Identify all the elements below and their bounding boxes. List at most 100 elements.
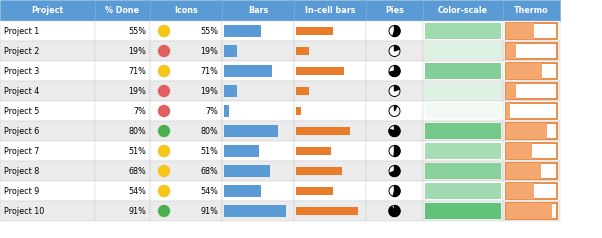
Bar	[506, 103, 509, 119]
Bar	[423, 201, 503, 221]
Text: 7%: 7%	[133, 106, 146, 115]
Bar	[506, 43, 516, 59]
Text: 54%: 54%	[200, 187, 218, 195]
Bar	[506, 144, 557, 159]
Bar	[224, 165, 270, 177]
Text: 19%: 19%	[128, 86, 146, 95]
Bar	[425, 203, 501, 218]
Bar	[95, 0, 150, 21]
Bar	[425, 103, 501, 119]
Bar	[366, 141, 423, 161]
Bar	[150, 161, 222, 181]
Text: Project 7: Project 7	[4, 147, 39, 155]
Bar	[423, 101, 503, 121]
Bar	[506, 63, 557, 79]
Bar	[425, 144, 501, 159]
Bar	[366, 121, 423, 141]
Bar	[503, 61, 560, 81]
Bar	[150, 81, 222, 101]
Bar	[95, 61, 150, 81]
Circle shape	[158, 185, 170, 197]
Bar	[150, 61, 222, 81]
Bar	[503, 161, 560, 181]
Bar	[95, 141, 150, 161]
Text: Project 3: Project 3	[4, 66, 39, 75]
Bar	[150, 141, 222, 161]
Bar	[506, 83, 557, 99]
Text: Bars: Bars	[248, 6, 268, 15]
Bar	[503, 141, 560, 161]
Text: 80%: 80%	[200, 127, 218, 135]
Text: 68%: 68%	[128, 167, 146, 175]
Text: Thermo: Thermo	[514, 6, 549, 15]
Bar	[296, 207, 358, 215]
Text: Project 5: Project 5	[4, 106, 39, 115]
Bar	[222, 121, 294, 141]
Text: Icons: Icons	[174, 6, 198, 15]
Wedge shape	[394, 45, 400, 51]
Bar	[95, 81, 150, 101]
Text: 71%: 71%	[128, 66, 146, 75]
Text: 54%: 54%	[128, 187, 146, 195]
Bar	[95, 201, 150, 221]
Bar	[506, 183, 557, 198]
Wedge shape	[389, 65, 400, 76]
Bar	[222, 61, 294, 81]
Circle shape	[389, 65, 400, 76]
Bar	[150, 21, 222, 41]
Bar	[425, 183, 501, 198]
Bar	[150, 121, 222, 141]
Circle shape	[389, 165, 400, 177]
Bar	[366, 181, 423, 201]
Bar	[423, 61, 503, 81]
Text: 91%: 91%	[128, 207, 146, 215]
Bar	[296, 27, 334, 35]
Bar	[224, 45, 237, 57]
Bar	[366, 81, 423, 101]
Bar	[503, 0, 560, 21]
Bar	[224, 145, 259, 157]
Bar	[366, 0, 423, 21]
Bar	[0, 101, 95, 121]
Text: 19%: 19%	[128, 46, 146, 55]
Bar	[366, 61, 423, 81]
Bar	[0, 61, 95, 81]
Bar	[95, 161, 150, 181]
Bar	[0, 201, 95, 221]
Bar	[506, 63, 542, 79]
Bar	[0, 141, 95, 161]
Bar	[296, 47, 309, 55]
Wedge shape	[389, 125, 400, 137]
Bar	[224, 185, 261, 197]
Text: Color-scale: Color-scale	[438, 6, 488, 15]
Bar	[425, 83, 501, 99]
Wedge shape	[393, 25, 400, 36]
Bar	[222, 0, 294, 21]
Bar	[425, 23, 501, 39]
Bar	[95, 121, 150, 141]
Bar	[366, 201, 423, 221]
Circle shape	[158, 85, 170, 96]
Bar	[423, 141, 503, 161]
Bar	[423, 21, 503, 41]
Wedge shape	[394, 105, 397, 111]
Circle shape	[389, 205, 400, 217]
Bar	[0, 161, 95, 181]
Text: 91%: 91%	[200, 207, 218, 215]
Text: Project 6: Project 6	[4, 127, 39, 135]
Bar	[425, 43, 501, 59]
Bar	[506, 43, 557, 59]
Text: Project 8: Project 8	[4, 167, 39, 175]
Text: Project 10: Project 10	[4, 207, 45, 215]
Bar	[224, 205, 286, 217]
Bar	[294, 61, 366, 81]
Bar	[0, 0, 95, 21]
Text: 19%: 19%	[200, 86, 218, 95]
Bar	[95, 21, 150, 41]
Circle shape	[158, 45, 170, 56]
Bar	[150, 201, 222, 221]
Bar	[506, 203, 553, 218]
Circle shape	[158, 65, 170, 76]
Circle shape	[158, 205, 170, 217]
Bar	[294, 141, 366, 161]
